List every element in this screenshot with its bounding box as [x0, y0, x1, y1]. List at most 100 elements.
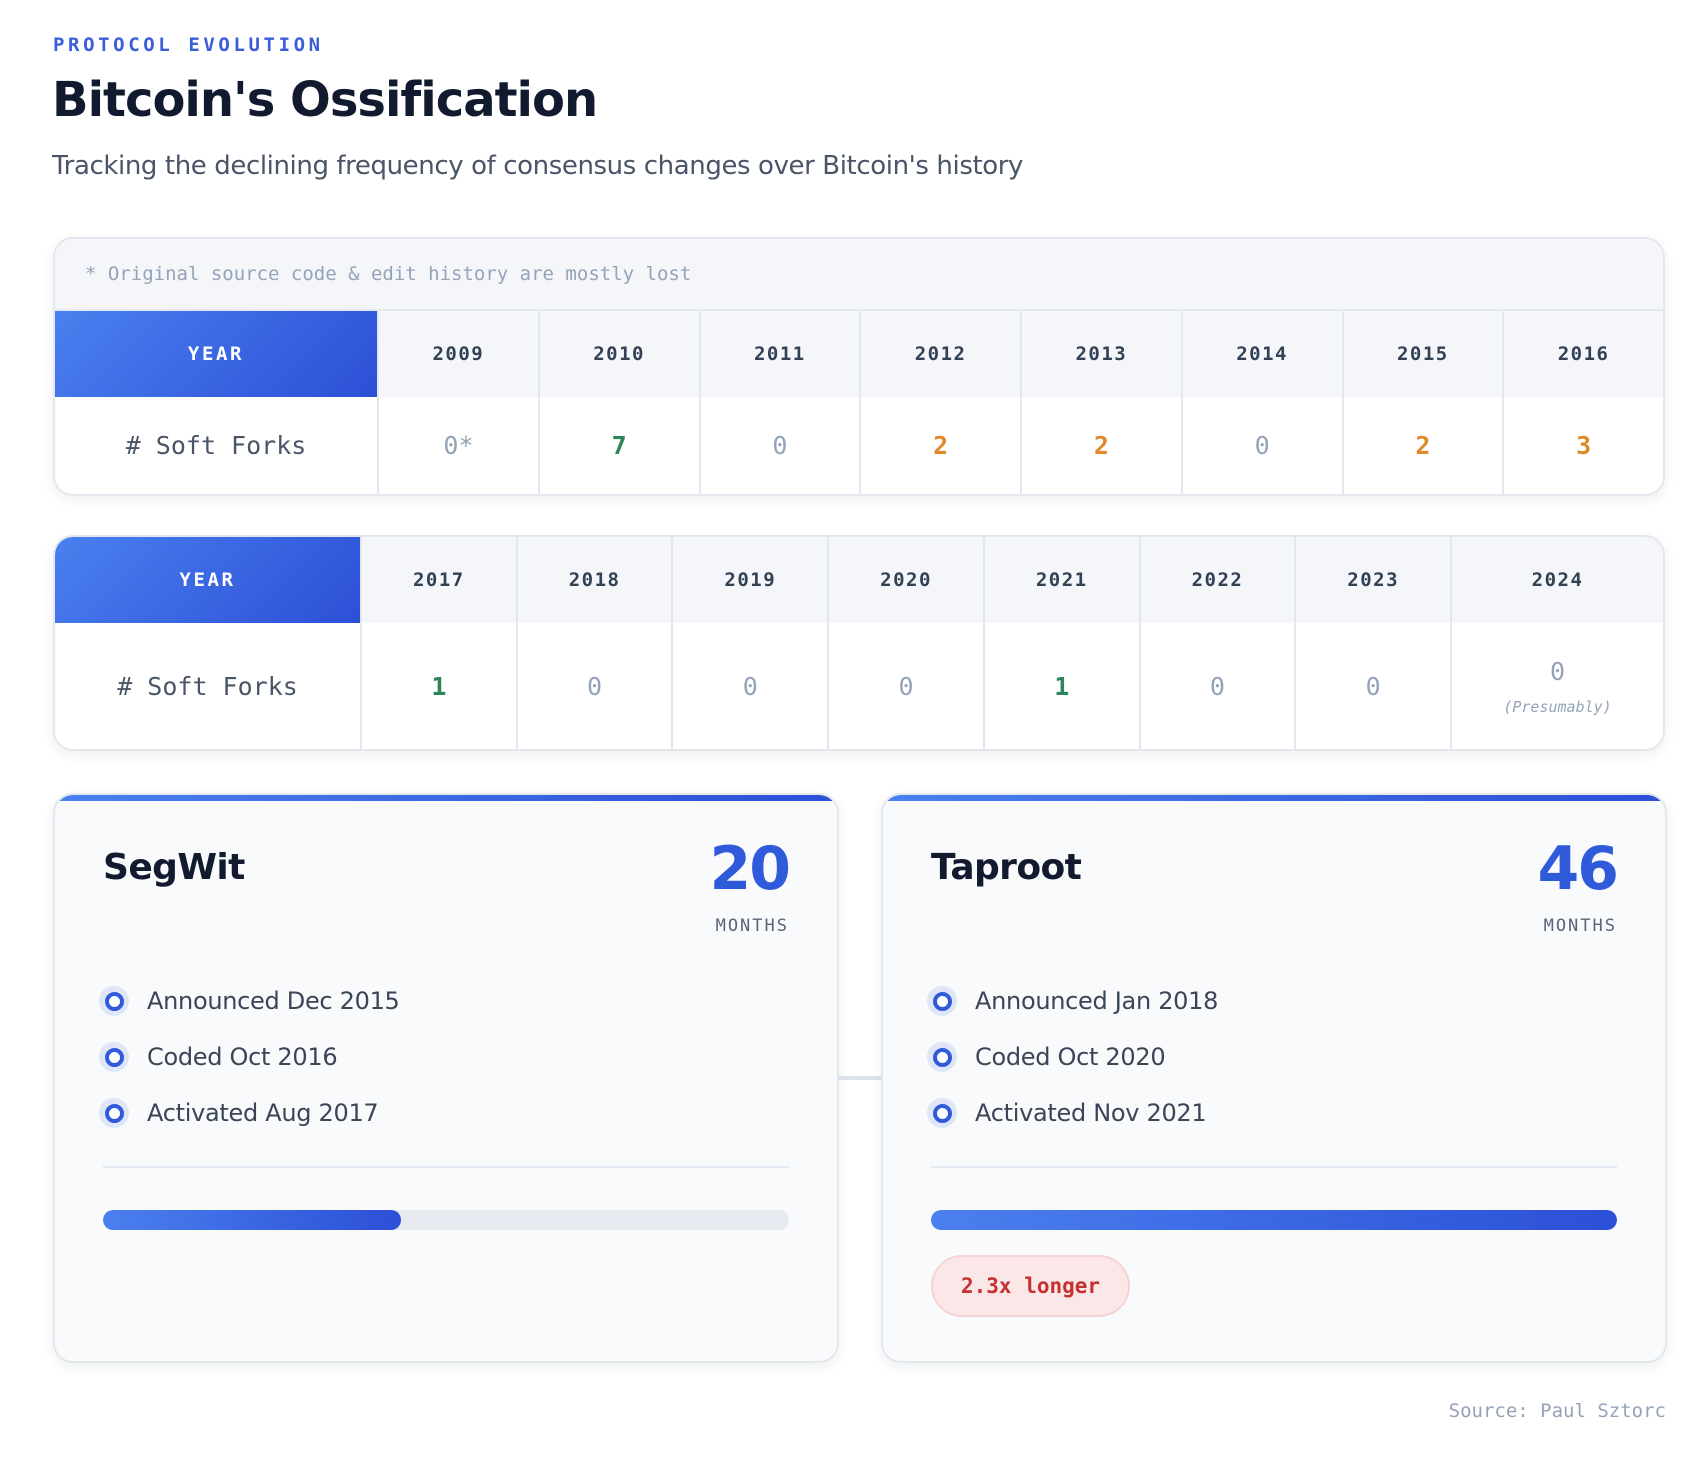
milestone-text: Coded Oct 2020 [975, 1043, 1166, 1071]
year-cell: 2018 [515, 537, 672, 623]
soft-fork-count-cell: 2 [1341, 397, 1503, 494]
soft-fork-count-value: 0 [1254, 431, 1270, 460]
soft-fork-count-value: 2 [1415, 431, 1431, 460]
year-cell: 2012 [859, 311, 1020, 397]
soft-fork-count-value: 0 [1365, 671, 1381, 701]
soft-fork-count-cell: 2 [1020, 397, 1181, 494]
soft-fork-count-cell: 0* [377, 397, 538, 494]
row-label-soft-forks: # Soft Forks [55, 397, 377, 494]
soft-fork-count-value: 3 [1576, 431, 1592, 460]
soft-fork-count-cell: 0 [1138, 623, 1295, 749]
year-cell: 2011 [698, 311, 860, 397]
source-credit: Source: Paul Sztorc [1448, 1400, 1666, 1422]
soft-fork-count-cell: 1 [360, 623, 516, 749]
soft-forks-row: # Soft Forks 1 0 0 0 1 0 0 0 (Presumably) [55, 623, 1663, 749]
months-value: 20 [709, 834, 791, 904]
soft-fork-count-cell: 7 [537, 397, 699, 494]
soft-forks-table-2017-2024: YEAR 2017 2018 2019 2020 2021 2022 2023 2024 # S… [53, 535, 1665, 751]
milestone-text: Activated Aug 2017 [147, 1099, 379, 1127]
year-cell: 2017 [360, 537, 516, 623]
milestone-dot-icon [927, 986, 957, 1016]
milestone-dot-icon [99, 986, 129, 1016]
soft-fork-count-value: 7 [611, 431, 627, 460]
year-cell: 2014 [1180, 311, 1342, 397]
milestone-text: Announced Jan 2018 [975, 987, 1219, 1015]
months-value: 46 [1537, 834, 1619, 904]
soft-fork-count-value: 0 [1550, 656, 1566, 686]
card-title: Taproot [931, 847, 1082, 888]
segwit-card: SegWit 20 MONTHS Announced Dec 2015 Code… [53, 793, 839, 1363]
soft-fork-count-cell: 0 [827, 623, 983, 749]
page-title: Bitcoin's Ossification [52, 72, 598, 128]
taproot-card: Taproot 46 MONTHS Announced Jan 2018 Cod… [881, 793, 1667, 1363]
page-subtitle: Tracking the declining frequency of cons… [52, 151, 1024, 181]
row-header-year: YEAR [55, 311, 377, 397]
soft-fork-count-value: 2 [1093, 431, 1109, 460]
soft-fork-count-cell: 0 [671, 623, 828, 749]
milestone-dot-icon [927, 1098, 957, 1128]
duration-progress-bar [931, 1210, 1617, 1230]
soft-fork-count-value: 0 [742, 671, 758, 701]
year-cell: 2015 [1341, 311, 1503, 397]
soft-fork-count-cell: 0 (Presumably) [1450, 623, 1663, 749]
row-label-soft-forks: # Soft Forks [55, 623, 360, 749]
year-cell: 2016 [1502, 311, 1663, 397]
soft-fork-count-value: 0 [1209, 671, 1225, 701]
milestone-item: Announced Dec 2015 [99, 973, 400, 1029]
year-cell: 2023 [1294, 537, 1451, 623]
card-accent-bar [55, 795, 837, 801]
year-cell: 2022 [1138, 537, 1295, 623]
soft-fork-count-cell: 1 [982, 623, 1139, 749]
duration-progress-fill [103, 1210, 402, 1230]
year-cell: 2024 [1450, 537, 1663, 623]
year-cell: 2009 [377, 311, 538, 397]
comparison-badge: 2.3x longer [931, 1255, 1131, 1317]
months-unit: MONTHS [1543, 916, 1617, 936]
soft-fork-count-value: 1 [1054, 671, 1070, 701]
soft-fork-count-value: 0 [772, 431, 788, 460]
milestone-item: Announced Jan 2018 [927, 973, 1218, 1029]
year-cell: 2020 [827, 537, 983, 623]
milestone-text: Announced Dec 2015 [147, 987, 400, 1015]
card-connector [839, 1076, 881, 1080]
soft-fork-count-cell: 0 [1294, 623, 1451, 749]
year-cell: 2019 [671, 537, 828, 623]
duration-progress-bar [103, 1210, 789, 1230]
milestone-list: Announced Jan 2018 Coded Oct 2020 Activa… [927, 973, 1218, 1141]
months-unit: MONTHS [715, 916, 789, 936]
card-divider [931, 1166, 1617, 1168]
soft-fork-count-value: 2 [933, 431, 949, 460]
milestone-list: Announced Dec 2015 Coded Oct 2016 Activa… [99, 973, 400, 1141]
milestone-item: Activated Aug 2017 [99, 1085, 400, 1141]
card-title: SegWit [103, 847, 245, 888]
soft-fork-count-cell: 0 [1180, 397, 1342, 494]
soft-fork-count-value: 0* [443, 431, 474, 460]
soft-fork-count-cell: 0 [515, 623, 672, 749]
year-cell: 2013 [1020, 311, 1181, 397]
year-cell: 2010 [537, 311, 699, 397]
milestone-dot-icon [99, 1098, 129, 1128]
soft-fork-count-cell: 0 [698, 397, 860, 494]
soft-fork-count-value: 1 [431, 671, 447, 701]
card-divider [103, 1166, 789, 1168]
soft-forks-table-2009-2016: * Original source code & edit history ar… [53, 237, 1665, 496]
milestone-text: Coded Oct 2016 [147, 1043, 338, 1071]
soft-fork-count-value: 0 [587, 671, 603, 701]
milestone-text: Activated Nov 2021 [975, 1099, 1207, 1127]
eyebrow-label: PROTOCOL EVOLUTION [53, 34, 324, 56]
year-header-row: YEAR 2017 2018 2019 2020 2021 2022 2023 2024 [55, 537, 1663, 623]
year-header-row: YEAR 2009 2010 2011 2012 2013 2014 2015 2016 [55, 311, 1663, 397]
soft-fork-count-cell: 2 [859, 397, 1020, 494]
milestone-dot-icon [99, 1042, 129, 1072]
milestone-item: Coded Oct 2016 [99, 1029, 400, 1085]
card-accent-bar [883, 795, 1665, 801]
milestone-dot-icon [927, 1042, 957, 1072]
soft-fork-count-cell: 3 [1502, 397, 1663, 494]
milestone-item: Activated Nov 2021 [927, 1085, 1218, 1141]
year-cell: 2021 [982, 537, 1139, 623]
milestone-item: Coded Oct 2020 [927, 1029, 1218, 1085]
soft-fork-count-note: (Presumably) [1503, 697, 1612, 716]
soft-forks-row: # Soft Forks 0* 7 0 2 2 0 2 3 [55, 397, 1663, 494]
table-footnote: * Original source code & edit history ar… [55, 239, 1663, 311]
soft-fork-count-value: 0 [898, 671, 914, 701]
